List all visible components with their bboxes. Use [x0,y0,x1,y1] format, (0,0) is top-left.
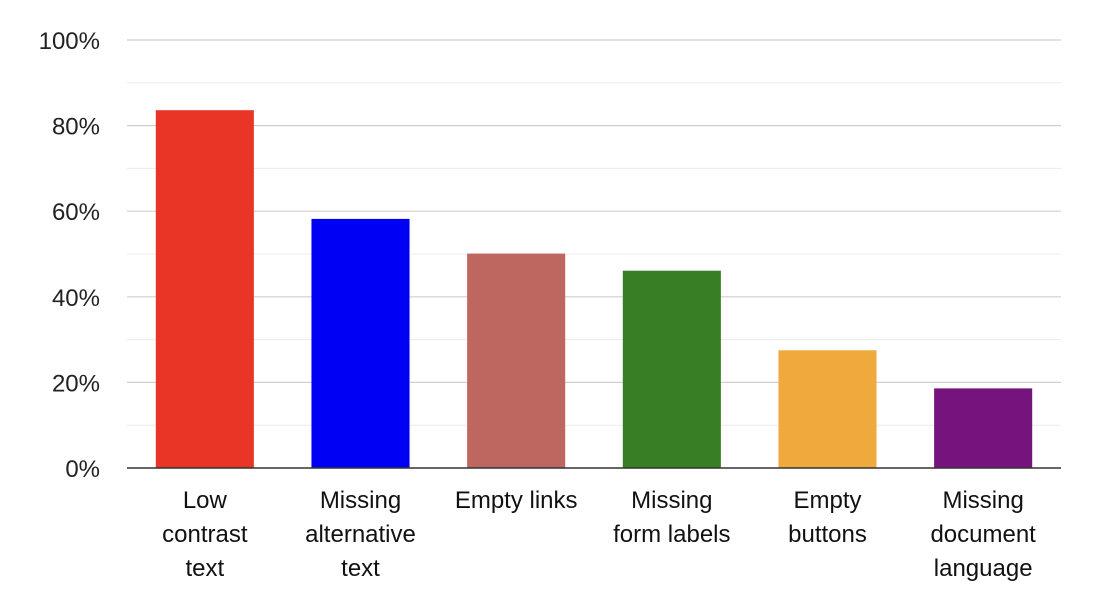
x-category-label: text [341,555,380,582]
y-tick-label: 0% [65,456,100,483]
y-tick-label: 60% [52,199,100,226]
bar [622,270,721,468]
y-tick-label: 20% [52,370,100,397]
x-category-label: document [930,521,1036,548]
y-tick-label: 100% [39,28,100,55]
bar [934,388,1033,468]
x-category-label: Empty [793,487,861,514]
bar [778,350,877,468]
bar [311,218,410,468]
gridlines [127,39,1061,426]
x-category-label: contrast [162,521,248,548]
bars [155,110,1033,468]
x-category-label: Empty links [455,487,578,514]
y-axis-tick-labels: 0% 20% 40% 60% 80% 100% [39,28,100,483]
x-category-label: language [934,555,1033,582]
x-axis-category-labels: Low contrast text Missing alternative text Emp… [162,487,1036,582]
x-category-label: form labels [613,521,730,548]
x-category-label: alternative [305,521,416,548]
x-category-label: Missing [631,487,712,514]
x-category-label: Missing [942,487,1023,514]
x-category-label: Missing [320,487,401,514]
x-category-label: buttons [788,521,867,548]
y-tick-label: 40% [52,285,100,312]
bar [467,253,566,468]
y-tick-label: 80% [52,114,100,141]
x-category-label: Low [183,487,228,514]
bar [155,110,254,468]
x-category-label: text [185,555,224,582]
